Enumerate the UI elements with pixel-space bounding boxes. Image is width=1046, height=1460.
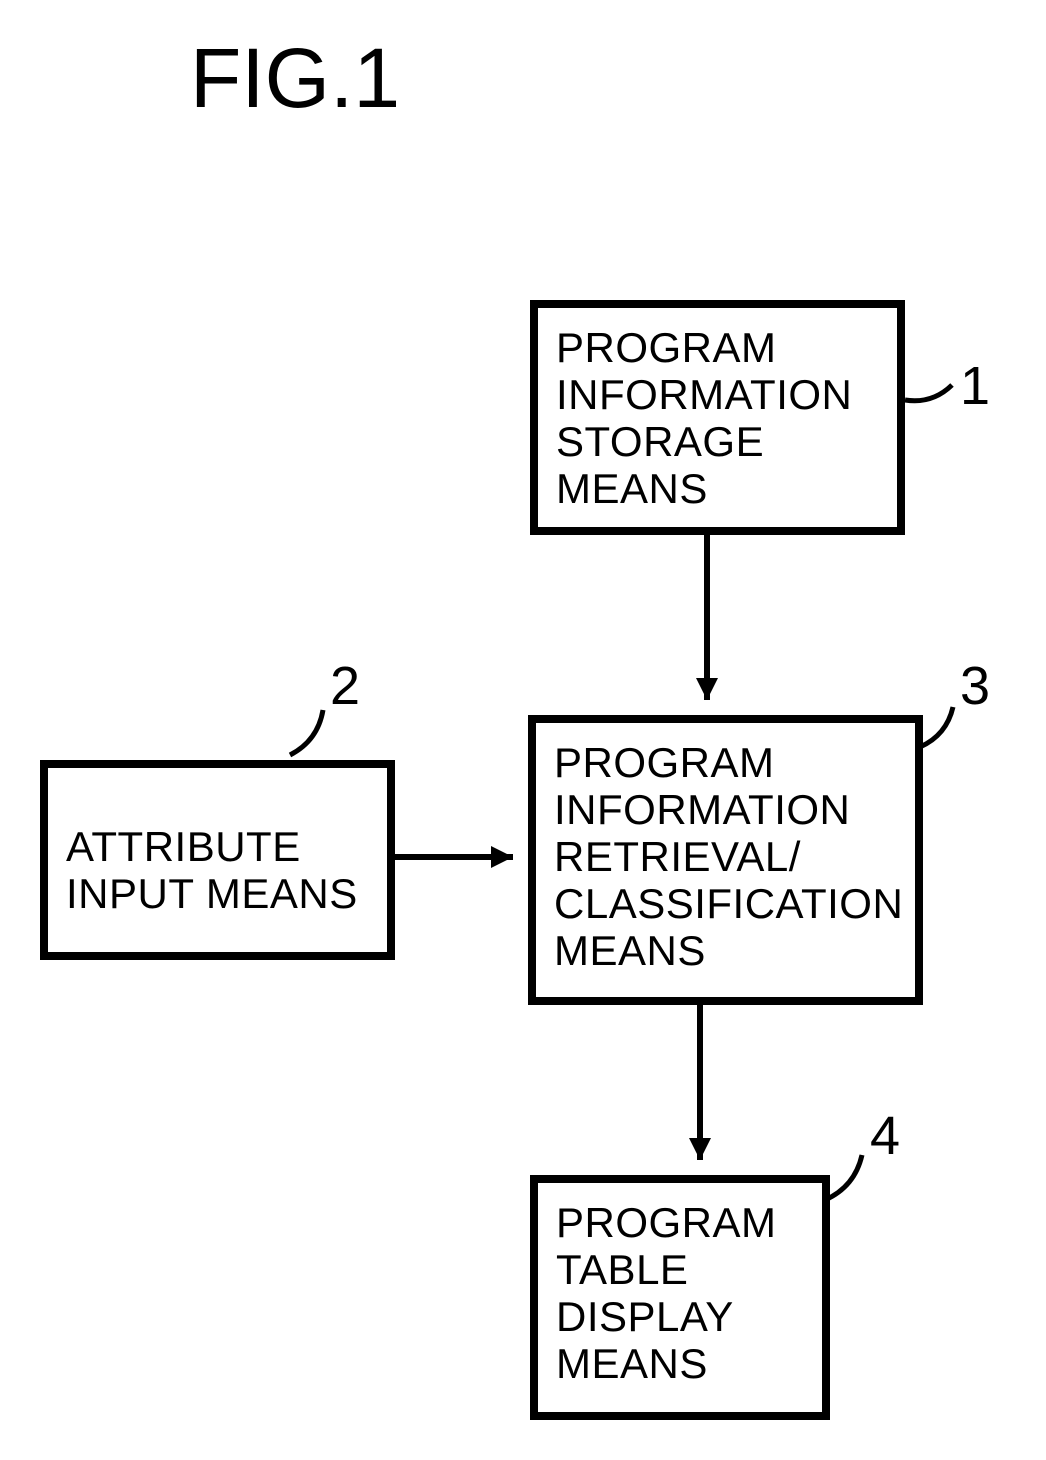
flowchart-box-n4: PROGRAM TABLE DISPLAY MEANS xyxy=(530,1175,830,1420)
reference-number-2: 2 xyxy=(330,655,360,717)
diagram-canvas: FIG.1 PROGRAM INFORMATION STORAGE MEANS A… xyxy=(0,0,1046,1460)
leader-line xyxy=(920,707,953,747)
reference-number-4: 4 xyxy=(870,1105,900,1167)
leader-line xyxy=(905,385,952,401)
flowchart-box-label: PROGRAM TABLE DISPLAY MEANS xyxy=(556,1199,777,1387)
leader-line xyxy=(825,1155,862,1200)
flowchart-box-label: ATTRIBUTE INPUT MEANS xyxy=(66,823,358,917)
arrowhead-icon xyxy=(491,846,513,868)
arrowhead-icon xyxy=(689,1138,711,1160)
flowchart-box-label: PROGRAM INFORMATION RETRIEVAL/ CLASSIFIC… xyxy=(554,739,903,974)
reference-number-3: 3 xyxy=(960,655,990,717)
flowchart-box-n2: ATTRIBUTE INPUT MEANS xyxy=(40,760,395,960)
leader-line xyxy=(290,710,323,755)
reference-number-1: 1 xyxy=(960,355,990,417)
figure-title: FIG.1 xyxy=(190,30,400,127)
flowchart-box-n3: PROGRAM INFORMATION RETRIEVAL/ CLASSIFIC… xyxy=(528,715,923,1005)
arrowhead-icon xyxy=(696,678,718,700)
flowchart-box-label: PROGRAM INFORMATION STORAGE MEANS xyxy=(556,324,852,512)
flowchart-box-n1: PROGRAM INFORMATION STORAGE MEANS xyxy=(530,300,905,535)
